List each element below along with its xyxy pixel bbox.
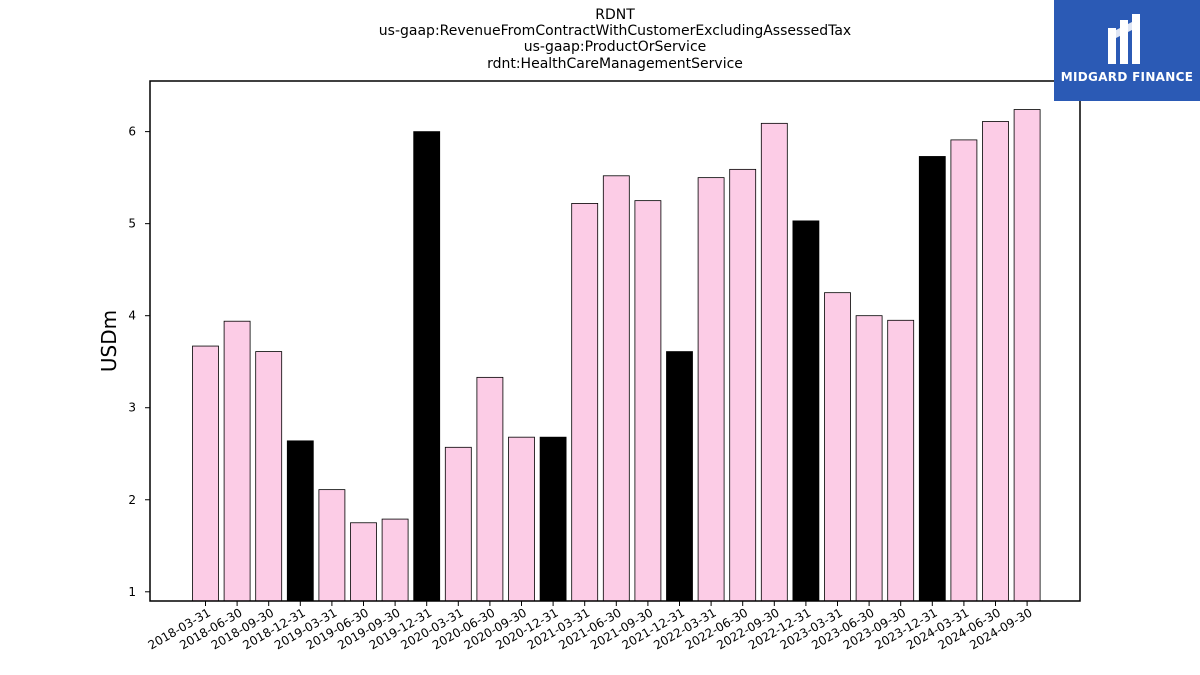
logo-text: MIDGARD FINANCE bbox=[1060, 70, 1194, 84]
bar bbox=[413, 131, 441, 602]
y-axis-label: USDm bbox=[97, 310, 121, 372]
bar bbox=[508, 436, 535, 602]
bar bbox=[476, 376, 504, 602]
bar bbox=[223, 320, 251, 602]
bar bbox=[697, 177, 725, 602]
chart-title-line-2: us-gaap:RevenueFromContractWithCustomerE… bbox=[378, 23, 852, 39]
y-tick-label: 2 bbox=[128, 493, 136, 507]
plot-frame bbox=[149, 80, 1081, 602]
bar bbox=[918, 156, 946, 602]
bar bbox=[602, 175, 630, 602]
bar bbox=[887, 319, 915, 602]
bar bbox=[318, 489, 346, 602]
bar bbox=[729, 168, 757, 602]
y-tick-label: 3 bbox=[128, 401, 136, 415]
chart-title-line-1: RDNT bbox=[595, 7, 635, 23]
midgard-finance-logo: MIDGARD FINANCE bbox=[1054, 0, 1200, 101]
bar bbox=[855, 315, 883, 602]
bar bbox=[1013, 109, 1041, 602]
bar bbox=[444, 446, 472, 602]
bar bbox=[792, 220, 820, 602]
bar bbox=[950, 139, 978, 602]
y-tick-label: 5 bbox=[128, 217, 136, 231]
bar bbox=[666, 351, 693, 602]
bar bbox=[381, 518, 409, 602]
y-tick-label: 4 bbox=[128, 309, 136, 323]
bar bbox=[571, 203, 599, 602]
bar bbox=[539, 436, 567, 602]
bar bbox=[255, 351, 283, 602]
bar bbox=[824, 292, 851, 602]
bar bbox=[350, 522, 377, 602]
chart-title-line-4: rdnt:HealthCareManagementService bbox=[487, 56, 743, 72]
bar bbox=[634, 200, 662, 602]
midgard-logo-icon bbox=[1108, 14, 1140, 64]
chart-title-line-3: us-gaap:ProductOrService bbox=[523, 39, 707, 55]
y-tick-label: 1 bbox=[128, 585, 136, 599]
bar bbox=[760, 122, 788, 602]
bar bbox=[192, 345, 219, 602]
y-tick-label: 6 bbox=[128, 125, 136, 139]
bar bbox=[286, 440, 314, 602]
bar bbox=[982, 121, 1009, 602]
